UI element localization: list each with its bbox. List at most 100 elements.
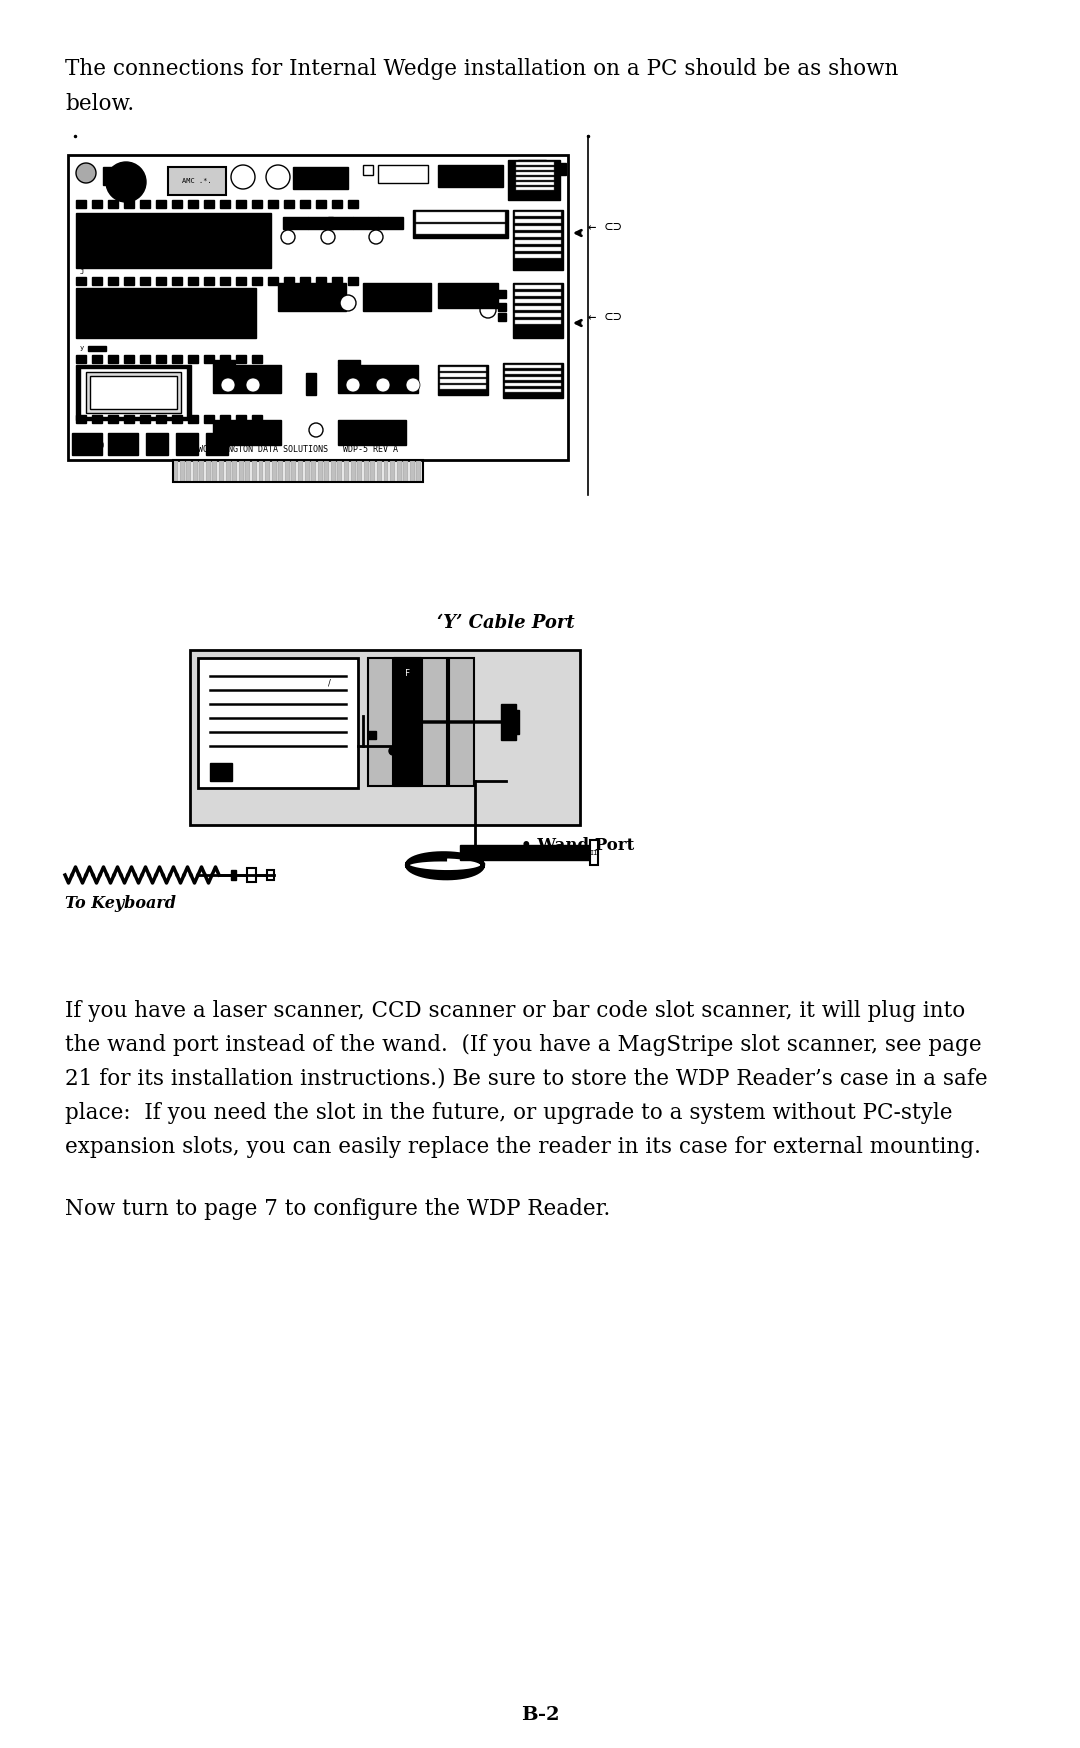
Polygon shape bbox=[108, 276, 118, 285]
Polygon shape bbox=[363, 164, 373, 175]
Polygon shape bbox=[76, 355, 86, 364]
Text: If you have a laser scanner, CCD scanner or bar code slot scanner, it will plug : If you have a laser scanner, CCD scanner… bbox=[65, 1000, 966, 1023]
Polygon shape bbox=[501, 704, 516, 739]
Polygon shape bbox=[332, 276, 342, 285]
Polygon shape bbox=[413, 210, 508, 238]
Polygon shape bbox=[80, 369, 187, 418]
Polygon shape bbox=[213, 460, 217, 482]
Polygon shape bbox=[440, 367, 486, 371]
Polygon shape bbox=[204, 276, 214, 285]
Polygon shape bbox=[416, 224, 505, 234]
Polygon shape bbox=[172, 414, 183, 423]
Polygon shape bbox=[440, 385, 486, 390]
Polygon shape bbox=[186, 460, 191, 482]
Polygon shape bbox=[68, 156, 568, 460]
Polygon shape bbox=[220, 414, 230, 423]
Polygon shape bbox=[345, 460, 349, 482]
Polygon shape bbox=[213, 365, 281, 393]
Polygon shape bbox=[86, 372, 181, 413]
Polygon shape bbox=[76, 288, 256, 337]
Polygon shape bbox=[108, 414, 118, 423]
Polygon shape bbox=[87, 346, 106, 351]
Polygon shape bbox=[351, 460, 355, 482]
Polygon shape bbox=[204, 199, 214, 208]
Polygon shape bbox=[108, 199, 118, 208]
Polygon shape bbox=[213, 360, 235, 365]
Polygon shape bbox=[300, 276, 310, 285]
Polygon shape bbox=[311, 460, 316, 482]
Circle shape bbox=[346, 378, 360, 392]
Circle shape bbox=[340, 295, 356, 311]
Polygon shape bbox=[332, 199, 342, 208]
Polygon shape bbox=[508, 161, 561, 199]
Polygon shape bbox=[515, 292, 561, 295]
Circle shape bbox=[246, 378, 260, 392]
Polygon shape bbox=[265, 460, 270, 482]
Polygon shape bbox=[298, 460, 302, 482]
Polygon shape bbox=[516, 171, 554, 175]
Polygon shape bbox=[247, 869, 256, 883]
Polygon shape bbox=[505, 378, 561, 379]
Polygon shape bbox=[515, 232, 561, 238]
Text: y: y bbox=[80, 344, 84, 351]
Polygon shape bbox=[92, 276, 102, 285]
Polygon shape bbox=[515, 285, 561, 288]
Polygon shape bbox=[368, 657, 393, 787]
Polygon shape bbox=[156, 414, 166, 423]
Polygon shape bbox=[156, 276, 166, 285]
Polygon shape bbox=[337, 460, 342, 482]
Polygon shape bbox=[76, 276, 86, 285]
Polygon shape bbox=[140, 276, 150, 285]
Polygon shape bbox=[140, 199, 150, 208]
Text: J: J bbox=[80, 269, 84, 274]
Polygon shape bbox=[515, 212, 561, 217]
Polygon shape bbox=[173, 460, 178, 482]
Polygon shape bbox=[338, 360, 360, 365]
Polygon shape bbox=[283, 217, 308, 229]
Circle shape bbox=[376, 378, 390, 392]
Text: ‘Y’ Cable Port: ‘Y’ Cable Port bbox=[437, 614, 575, 633]
Text: • Wand Port: • Wand Port bbox=[521, 837, 634, 853]
Polygon shape bbox=[515, 246, 561, 252]
Polygon shape bbox=[108, 355, 118, 364]
Circle shape bbox=[389, 746, 397, 755]
Text: ← ⊂⊃: ← ⊂⊃ bbox=[588, 220, 621, 234]
Polygon shape bbox=[210, 762, 232, 781]
Polygon shape bbox=[511, 710, 519, 734]
Polygon shape bbox=[237, 276, 246, 285]
Polygon shape bbox=[353, 217, 378, 229]
Polygon shape bbox=[278, 283, 346, 311]
Polygon shape bbox=[172, 276, 183, 285]
Polygon shape bbox=[188, 199, 198, 208]
Polygon shape bbox=[237, 355, 246, 364]
Text: The connections for Internal Wedge installation on a PC should be as shown: The connections for Internal Wedge insta… bbox=[65, 58, 899, 80]
Polygon shape bbox=[409, 460, 415, 482]
Polygon shape bbox=[308, 217, 333, 229]
Text: B-2: B-2 bbox=[521, 1706, 559, 1724]
Polygon shape bbox=[284, 199, 294, 208]
Polygon shape bbox=[140, 414, 150, 423]
Circle shape bbox=[406, 378, 420, 392]
Polygon shape bbox=[505, 365, 561, 369]
Polygon shape bbox=[440, 372, 486, 378]
Polygon shape bbox=[252, 460, 257, 482]
Polygon shape bbox=[206, 434, 228, 454]
Circle shape bbox=[309, 423, 323, 437]
Polygon shape bbox=[146, 434, 168, 454]
Polygon shape bbox=[357, 460, 362, 482]
Polygon shape bbox=[92, 414, 102, 423]
Polygon shape bbox=[364, 460, 368, 482]
Polygon shape bbox=[513, 210, 563, 269]
Polygon shape bbox=[377, 460, 382, 482]
Circle shape bbox=[266, 164, 291, 189]
Polygon shape bbox=[172, 355, 183, 364]
Text: II: II bbox=[590, 850, 598, 857]
Polygon shape bbox=[219, 460, 224, 482]
Circle shape bbox=[221, 378, 235, 392]
Text: To Keyboard: To Keyboard bbox=[65, 895, 176, 912]
Polygon shape bbox=[590, 841, 598, 865]
Polygon shape bbox=[515, 299, 561, 302]
Polygon shape bbox=[279, 460, 283, 482]
Polygon shape bbox=[505, 371, 561, 374]
Polygon shape bbox=[124, 276, 134, 285]
